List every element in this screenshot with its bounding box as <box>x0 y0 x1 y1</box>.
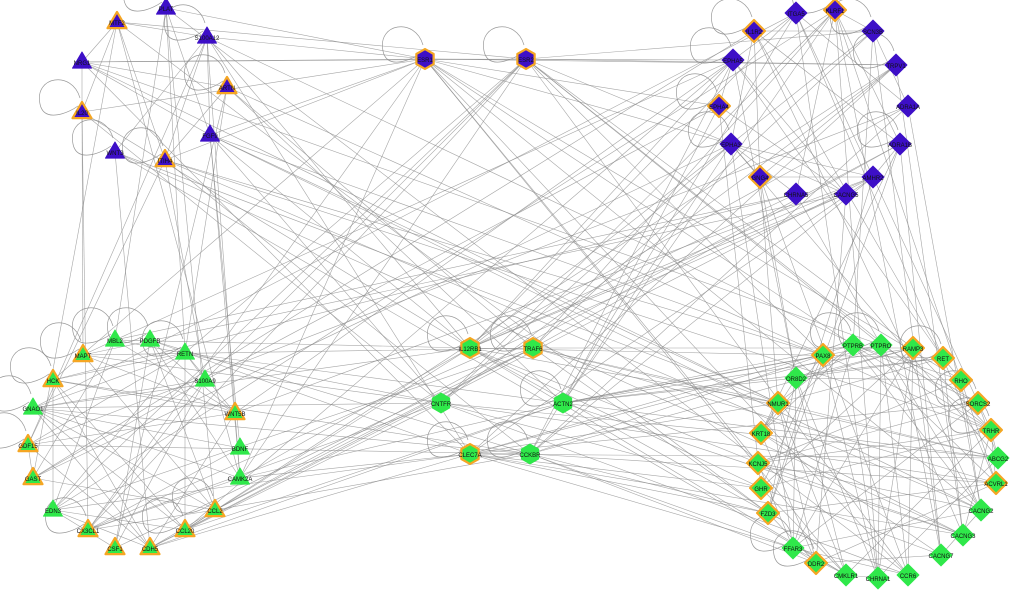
svg-text:TRHR: TRHR <box>983 429 1000 435</box>
svg-text:ARTN: ARTN <box>219 86 235 92</box>
svg-text:CACNG5: CACNG5 <box>833 193 859 199</box>
svg-text:ACVRL1: ACVRL1 <box>984 482 1008 488</box>
svg-text:CX3CL1: CX3CL1 <box>77 529 100 535</box>
svg-text:MAPT: MAPT <box>75 354 92 360</box>
svg-text:WNT5B: WNT5B <box>225 412 246 418</box>
svg-text:EPHA3: EPHA3 <box>721 143 741 149</box>
svg-text:GAST: GAST <box>25 477 42 483</box>
svg-text:MTF2: MTF2 <box>109 21 125 27</box>
svg-text:IL1R2: IL1R2 <box>746 30 763 36</box>
svg-text:CACNG2: CACNG2 <box>968 509 994 515</box>
svg-text:ITGA5: ITGA5 <box>787 12 805 18</box>
svg-text:GDF15: GDF15 <box>18 444 38 450</box>
svg-text:CHRNA5: CHRNA5 <box>784 193 809 199</box>
svg-text:DDR2: DDR2 <box>808 562 825 568</box>
svg-text:ITIH4: ITIH4 <box>158 159 173 165</box>
svg-text:TRAF6: TRAF6 <box>523 347 543 353</box>
svg-text:ADRA1B: ADRA1B <box>888 143 912 149</box>
svg-text:CACNG7: CACNG7 <box>928 554 954 560</box>
svg-text:SCN3B: SCN3B <box>863 30 883 36</box>
svg-text:ESR1: ESR1 <box>417 58 433 64</box>
svg-text:NMUR1: NMUR1 <box>767 402 789 408</box>
svg-text:EPHA5: EPHA5 <box>723 59 743 65</box>
svg-text:ESR2: ESR2 <box>518 58 534 64</box>
svg-text:RAMP3: RAMP3 <box>903 347 924 353</box>
svg-text:FFAR3: FFAR3 <box>784 547 803 553</box>
svg-text:CCKBR: CCKBR <box>519 453 541 459</box>
svg-text:ABCG2: ABCG2 <box>988 457 1009 463</box>
svg-text:FZD3: FZD3 <box>761 512 777 518</box>
svg-text:FGF9: FGF9 <box>202 134 218 140</box>
svg-text:KLRF1: KLRF1 <box>826 9 845 15</box>
svg-text:ADRA1A: ADRA1A <box>896 105 920 111</box>
svg-text:EPHA4: EPHA4 <box>709 105 729 111</box>
svg-text:PLAT: PLAT <box>159 7 174 13</box>
svg-text:EDN3: EDN3 <box>45 509 62 515</box>
svg-text:SORCS2: SORCS2 <box>966 402 991 408</box>
svg-text:WNT3: WNT3 <box>107 151 125 157</box>
svg-text:CCL2: CCL2 <box>207 509 223 515</box>
svg-text:CDH5: CDH5 <box>142 547 159 553</box>
svg-text:ACTN2: ACTN2 <box>553 402 573 408</box>
svg-text:CHRNA1: CHRNA1 <box>866 577 891 583</box>
svg-text:GNAO1: GNAO1 <box>22 407 44 413</box>
svg-text:MBL2: MBL2 <box>107 339 123 345</box>
svg-text:IL12RB1: IL12RB1 <box>458 347 482 353</box>
svg-text:OR8D2: OR8D2 <box>786 377 807 383</box>
svg-text:CNTFR: CNTFR <box>431 402 452 408</box>
svg-text:NRG1: NRG1 <box>74 61 91 67</box>
svg-text:RHO: RHO <box>954 379 968 385</box>
svg-text:GNG4: GNG4 <box>751 176 769 182</box>
svg-text:S100A9: S100A9 <box>194 379 216 385</box>
svg-text:S100A12: S100A12 <box>195 36 220 42</box>
svg-text:IL20: IL20 <box>76 111 88 117</box>
svg-text:CMKLR1: CMKLR1 <box>834 574 859 580</box>
svg-text:CAMK2A: CAMK2A <box>228 477 253 483</box>
svg-text:CCR6: CCR6 <box>900 574 917 580</box>
svg-text:RET: RET <box>937 357 949 363</box>
svg-text:PTPRO: PTPRO <box>871 344 892 350</box>
svg-text:KRT18: KRT18 <box>752 432 771 438</box>
svg-text:CSF1: CSF1 <box>107 547 123 553</box>
svg-text:CLEC7A: CLEC7A <box>458 453 481 459</box>
svg-text:HCK: HCK <box>47 379 60 385</box>
svg-text:TRPV1: TRPV1 <box>886 64 906 70</box>
svg-text:CACNG3: CACNG3 <box>950 534 976 540</box>
svg-text:GHR: GHR <box>754 487 768 493</box>
svg-text:RETN: RETN <box>177 352 193 358</box>
svg-text:PAX8: PAX8 <box>816 354 832 360</box>
svg-text:BDNF: BDNF <box>232 447 249 453</box>
svg-text:KCNJ5: KCNJ5 <box>748 462 768 468</box>
svg-text:PTPRB: PTPRB <box>843 344 863 350</box>
svg-text:CCL20: CCL20 <box>176 529 195 535</box>
svg-text:PDGFB: PDGFB <box>140 339 161 345</box>
svg-text:AMHR2: AMHR2 <box>862 176 884 182</box>
